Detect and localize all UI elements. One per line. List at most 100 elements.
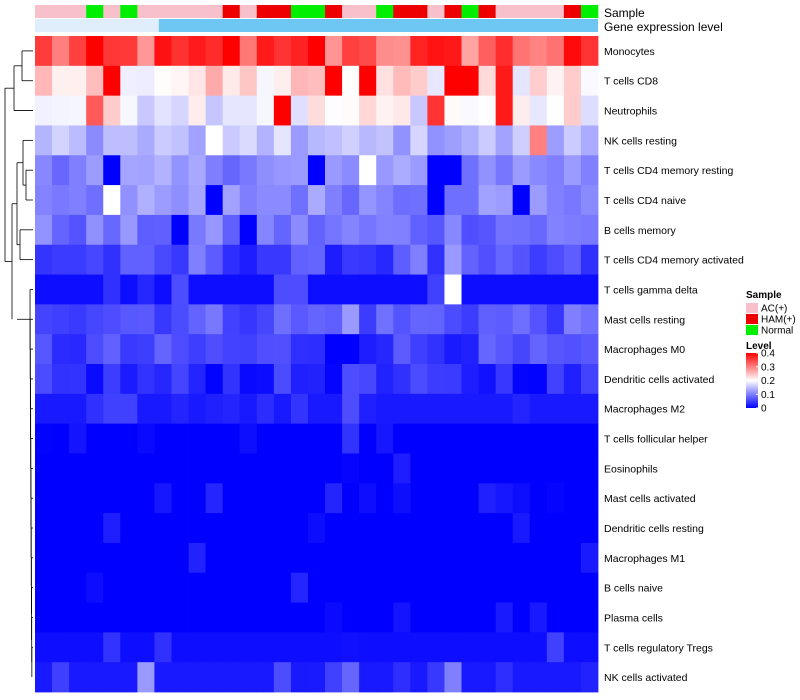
heatmap-cell bbox=[290, 274, 309, 305]
heatmap-cell bbox=[86, 214, 104, 246]
heatmap-cell bbox=[103, 274, 121, 305]
heatmap-cell bbox=[410, 453, 428, 484]
heatmap-cell bbox=[188, 36, 207, 67]
heatmap-cell bbox=[427, 214, 445, 246]
heatmap-cell bbox=[188, 274, 207, 305]
heatmap-cell bbox=[69, 602, 87, 633]
heatmap-cell bbox=[86, 393, 104, 425]
heatmap-cell bbox=[580, 483, 599, 514]
heatmap-cell bbox=[580, 602, 599, 633]
heatmap-cell bbox=[563, 185, 582, 216]
legend-tick-label: 0.2 bbox=[761, 376, 775, 387]
heatmap-cell bbox=[529, 274, 548, 305]
heatmap-cell bbox=[273, 483, 292, 514]
heatmap-cell bbox=[307, 244, 326, 275]
heatmap-cell bbox=[256, 65, 275, 97]
heatmap-cell bbox=[342, 572, 360, 603]
sample-annotation-cell bbox=[393, 5, 411, 18]
heatmap-cell bbox=[86, 125, 104, 156]
legend-level-title: Level bbox=[746, 341, 772, 352]
heatmap-cell bbox=[512, 423, 531, 454]
heatmap-cell bbox=[86, 483, 104, 514]
sample-annotation-cell bbox=[325, 5, 343, 18]
heatmap-cell bbox=[478, 155, 497, 186]
sample-annotation-cell bbox=[307, 5, 326, 18]
heatmap-cell bbox=[171, 334, 189, 365]
heatmap-cell bbox=[529, 244, 548, 275]
heatmap-cell bbox=[239, 155, 258, 186]
heatmap-cell bbox=[154, 304, 172, 335]
heatmap-cell bbox=[171, 453, 189, 484]
heatmap-cell bbox=[342, 602, 360, 633]
heatmap-cell bbox=[154, 542, 172, 574]
heatmap-cell bbox=[154, 513, 172, 544]
heatmap-cell bbox=[393, 125, 411, 156]
heatmap-cell bbox=[461, 393, 479, 425]
heatmap-cell bbox=[154, 185, 172, 216]
heatmap-cell bbox=[410, 602, 428, 633]
heatmap-cell bbox=[273, 453, 292, 484]
heatmap-cell bbox=[359, 334, 377, 365]
heatmap-cell bbox=[205, 125, 224, 156]
heatmap-cell bbox=[171, 423, 189, 454]
heatmap-cell bbox=[512, 244, 531, 275]
heatmap-cell bbox=[410, 65, 428, 97]
heatmap-cell bbox=[205, 393, 224, 425]
heatmap-cell bbox=[35, 65, 53, 97]
heatmap-cell bbox=[580, 185, 599, 216]
heatmap-cell bbox=[188, 185, 207, 216]
heatmap-cell bbox=[393, 334, 411, 365]
heatmap-cell bbox=[256, 95, 275, 126]
heatmap-cell bbox=[222, 125, 241, 156]
heatmap-cell bbox=[103, 423, 121, 454]
heatmap-cell bbox=[325, 513, 343, 544]
heatmap-cell bbox=[427, 155, 445, 186]
heatmap-cell bbox=[529, 513, 548, 544]
row-label: Macrophages M1 bbox=[604, 553, 685, 565]
heatmap-cell bbox=[393, 364, 411, 395]
heatmap-cell bbox=[529, 36, 548, 67]
heatmap-cell bbox=[461, 453, 479, 484]
heatmap-cell bbox=[35, 453, 53, 484]
heatmap-cell bbox=[35, 423, 53, 454]
heatmap-cell bbox=[154, 453, 172, 484]
heatmap-cell bbox=[239, 185, 258, 216]
heatmap-cell bbox=[120, 632, 138, 663]
heatmap-cell bbox=[512, 513, 531, 544]
heatmap-cell bbox=[222, 632, 241, 663]
heatmap-cell bbox=[325, 155, 343, 186]
heatmap-cell bbox=[461, 65, 479, 97]
heatmap-cell bbox=[239, 304, 258, 335]
row-label: T cells CD4 memory activated bbox=[604, 255, 744, 267]
heatmap-cell bbox=[529, 95, 548, 126]
heatmap-cell bbox=[52, 304, 70, 335]
heatmap-cell bbox=[325, 393, 343, 425]
heatmap-cell bbox=[188, 155, 207, 186]
heatmap-cell bbox=[410, 393, 428, 425]
heatmap-cell bbox=[205, 453, 224, 484]
heatmap-cell bbox=[69, 423, 87, 454]
heatmap-cell bbox=[154, 483, 172, 514]
heatmap-cell bbox=[154, 632, 172, 663]
sample-annotation-cell bbox=[35, 5, 53, 18]
heatmap-cell bbox=[256, 155, 275, 186]
heatmap-cell bbox=[461, 334, 479, 365]
heatmap-cell bbox=[342, 214, 360, 246]
heatmap-cell bbox=[239, 125, 258, 156]
heatmap-cell bbox=[86, 632, 104, 663]
heatmap-cell bbox=[512, 214, 531, 246]
heatmap-cell bbox=[188, 304, 207, 335]
heatmap-cell bbox=[69, 364, 87, 395]
heatmap-cell bbox=[171, 513, 189, 544]
heatmap-cell bbox=[69, 513, 87, 544]
heatmap-cell bbox=[171, 542, 189, 574]
row-label: B cells naive bbox=[604, 583, 663, 595]
heatmap-cell bbox=[103, 453, 121, 484]
heatmap-cell bbox=[171, 483, 189, 514]
sample-annotation-cell bbox=[290, 5, 309, 18]
heatmap-cell bbox=[52, 542, 70, 574]
heatmap-cell bbox=[495, 662, 514, 693]
heatmap-cell bbox=[290, 453, 309, 484]
heatmap-cell bbox=[461, 572, 479, 603]
heatmap-cell bbox=[342, 65, 360, 97]
